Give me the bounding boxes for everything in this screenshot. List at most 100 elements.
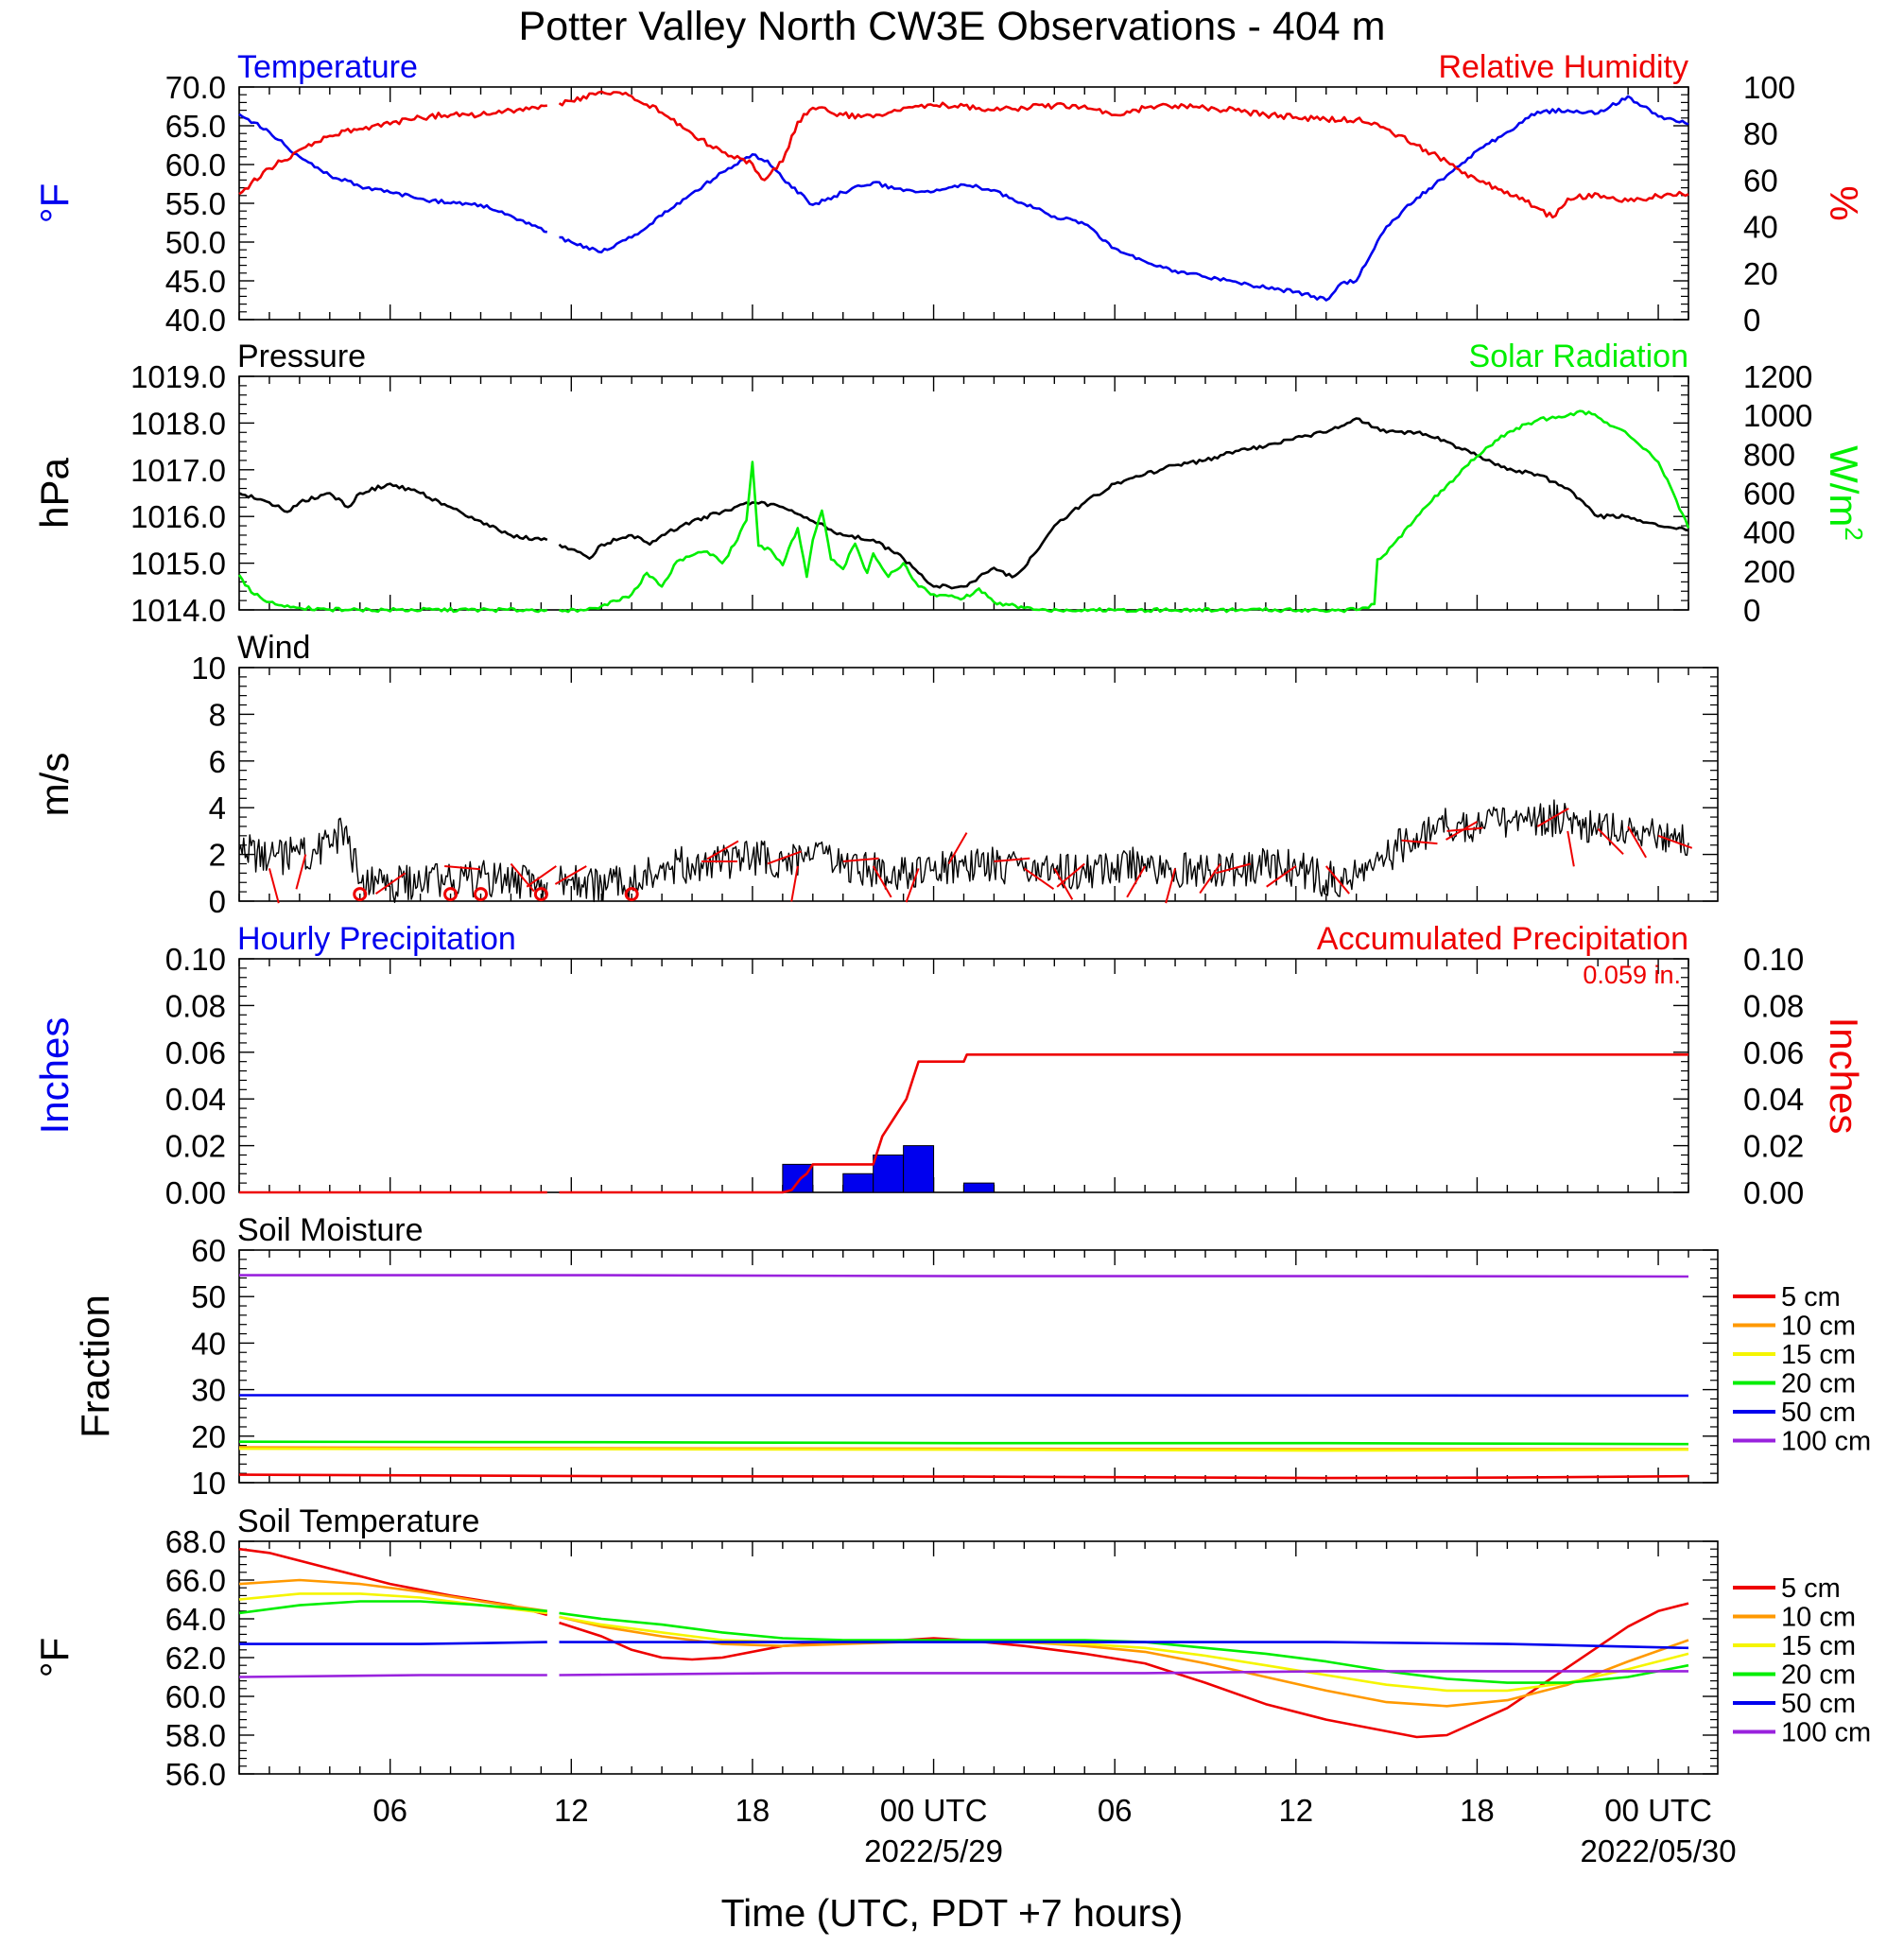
y-axis-label-left: m/s (32, 753, 77, 817)
plot-frame (238, 667, 1719, 902)
calm-wind-marker (474, 887, 488, 902)
wind-barb (1165, 868, 1177, 904)
panel-title-right: Accumulated Precipitation (1317, 921, 1688, 957)
panel-pressure_solar: 1014.0 1015.0 1016.0 1017.0 1018.0 1019.0 0 200… (32, 339, 1868, 628)
y-tick-label-left: 1014.0 (130, 593, 226, 628)
series-line-5cm (559, 1602, 1689, 1739)
precip-bar (842, 1173, 874, 1193)
plot-frame (238, 958, 1689, 1193)
y-tick-label-left: 40 (191, 1326, 226, 1361)
panel-precip: 0.00 0.02 0.04 0.06 0.08 0.10 0.00 0.02 0.04 0.06… (32, 921, 1866, 1210)
y-tick-label-left: 55.0 (165, 186, 226, 221)
legend-label: 5 cm (1781, 1573, 1841, 1604)
panel-soil_moisture: 10 20 30 40 50 60 Soil Moisture Fraction 5 cm10 … (73, 1212, 1871, 1501)
wind-barb (1053, 867, 1074, 900)
y-tick-label-left: 0.04 (165, 1082, 226, 1117)
y-tick-label-left: 8 (209, 697, 226, 732)
legend-label: 50 cm (1781, 1398, 1856, 1428)
wind-barb (842, 857, 879, 863)
y-axis-label-right: W/m2 (1822, 445, 1868, 541)
y-tick-label-left: 10 (191, 651, 226, 686)
panel-title-left: Soil Moisture (237, 1212, 424, 1248)
series-line-right (237, 574, 548, 614)
y-tick-label-right: 800 (1743, 437, 1795, 472)
legend-label: 15 cm (1781, 1631, 1856, 1661)
wind-barb (767, 850, 802, 865)
y-axis-label-left: Fraction (73, 1294, 117, 1438)
wind-barb (1324, 865, 1350, 895)
wind-barb (1566, 830, 1575, 867)
legend-label: 50 cm (1781, 1689, 1856, 1719)
wind-barb (554, 865, 587, 885)
y-tick-label-left: 50.0 (165, 225, 226, 260)
y-tick-label-left: 62.0 (165, 1641, 226, 1676)
wind-barb (1445, 821, 1478, 841)
legend-label: 10 cm (1781, 1312, 1856, 1342)
y-tick-label-right: 20 (1743, 256, 1778, 291)
y-tick-label-left: 60 (191, 1233, 226, 1268)
y-tick-label-right: 600 (1743, 477, 1795, 512)
y-tick-label-left: 0.06 (165, 1035, 226, 1070)
series-line-15cm (559, 1615, 1689, 1693)
y-tick-label-left: 4 (209, 791, 226, 825)
y-tick-label-left: 1019.0 (130, 359, 226, 394)
precip-bar (963, 1182, 995, 1193)
series-line-left (558, 417, 1689, 590)
x-tick-label: 12 (554, 1793, 589, 1828)
y-tick-label-left: 65.0 (165, 109, 226, 144)
y-axis-label-superscript: 2 (1840, 527, 1868, 540)
calm-wind-marker (353, 887, 368, 902)
y-axis-label-right: Inches (1822, 1017, 1866, 1135)
series-line-left (558, 799, 1689, 903)
series-line-20cm (238, 1600, 547, 1615)
x-tick-label: 00 UTC (1604, 1793, 1712, 1828)
precip-bar (903, 1145, 935, 1193)
y-tick-label-left: 0.10 (165, 942, 226, 977)
x-axis-label: Time (UTC, PDT +7 hours) (721, 1891, 1184, 1935)
wind-barb (790, 865, 799, 902)
legend-label: 10 cm (1781, 1603, 1856, 1633)
panel-title-right: Solar Radiation (1469, 339, 1688, 374)
wind-barb (1401, 839, 1438, 845)
y-tick-label-right: 0.08 (1743, 988, 1804, 1023)
y-tick-label-left: 1016.0 (130, 499, 226, 534)
figure-title: Potter Valley North CW3E Observations - … (519, 4, 1386, 49)
y-tick-label-left: 0 (209, 884, 226, 919)
y-tick-label-left: 0.08 (165, 988, 226, 1023)
series-line-left (238, 817, 548, 903)
series-line-left (238, 482, 548, 542)
wind-barb (706, 840, 739, 860)
y-tick-label-right: 0.04 (1743, 1082, 1804, 1117)
y-tick-label-right: 0 (1743, 303, 1760, 338)
y-axis-label-right: % (1822, 185, 1866, 220)
legend-label: 15 cm (1781, 1340, 1856, 1370)
wind-barb (1023, 867, 1055, 891)
legend-label: 5 cm (1781, 1282, 1841, 1312)
panel-temp_rh: 40.0 45.0 50.0 55.0 60.0 65.0 70.0 0 20 40 60 80 100… (32, 49, 1866, 338)
wind-barb (1266, 865, 1297, 888)
wind-barb (1536, 808, 1569, 827)
wind-barb (510, 862, 535, 893)
series-line-left (238, 113, 547, 234)
y-tick-label-left: 20 (191, 1419, 226, 1454)
x-tick-label: 18 (736, 1793, 770, 1828)
y-tick-label-left: 1015.0 (130, 547, 226, 582)
y-tick-label-left: 70.0 (165, 70, 226, 105)
x-tick-label: 12 (1278, 1793, 1313, 1828)
x-date-label: 2022/05/30 (1580, 1833, 1736, 1868)
panel-title-left: Pressure (237, 339, 366, 374)
y-tick-label-left: 1017.0 (130, 453, 226, 488)
panel-title-right: Relative Humidity (1438, 49, 1688, 85)
x-tick-label: 06 (372, 1793, 407, 1828)
panel-wind: 0 2 4 6 8 10 Wind m/s (32, 630, 1719, 919)
y-tick-label-left: 66.0 (165, 1563, 226, 1598)
series-line-5cm (238, 1473, 1689, 1480)
y-tick-label-left: 0.00 (165, 1175, 226, 1210)
wind-barb (905, 868, 920, 903)
x-tick-label: 18 (1460, 1793, 1495, 1828)
y-tick-label-left: 0.02 (165, 1129, 226, 1164)
y-tick-label-right: 1200 (1743, 359, 1812, 394)
series-line-100cm (239, 1274, 1689, 1278)
wind-barb (1215, 862, 1252, 875)
wind-barb (374, 872, 407, 895)
